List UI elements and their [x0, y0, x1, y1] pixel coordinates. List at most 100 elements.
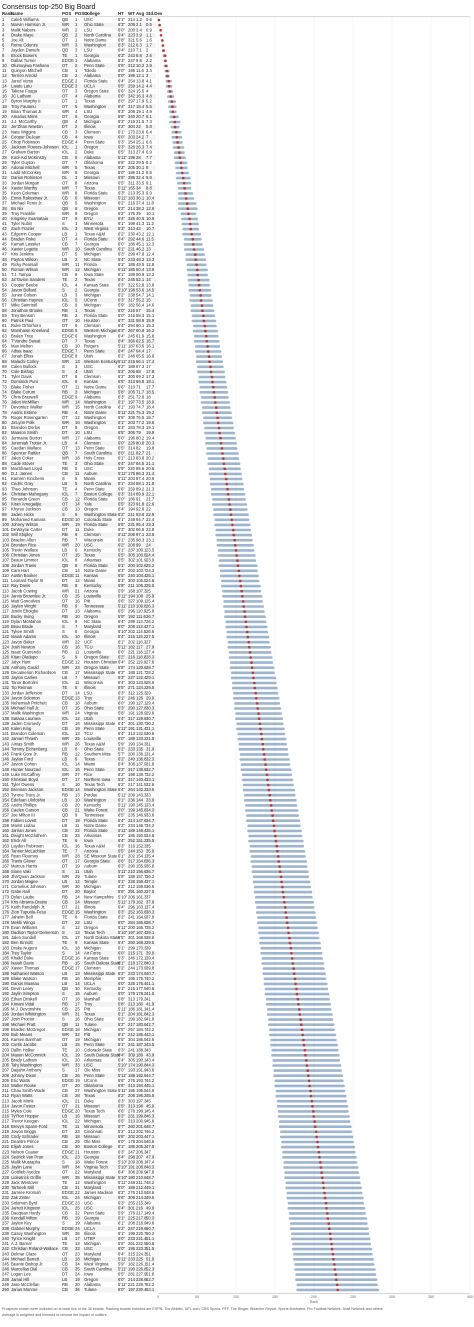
cell: 6'2" — [118, 655, 125, 660]
cell: RB — [62, 894, 68, 899]
average-dot — [250, 661, 253, 664]
cell: 41.9 — [146, 1001, 155, 1006]
cell: OT — [62, 502, 68, 507]
cell: OT — [62, 216, 68, 221]
cell: 299 — [128, 252, 136, 257]
row-stripe — [1, 1062, 156, 1069]
cell: 2 — [75, 277, 78, 282]
cell: 10 — [75, 797, 80, 802]
cell: 123 — [2, 639, 10, 644]
cell: 233 — [128, 257, 136, 262]
cell: A.J. Barner — [11, 1241, 33, 1246]
average-dot — [267, 788, 271, 792]
average-dot — [256, 707, 259, 710]
cell: 247 — [2, 1272, 10, 1277]
cell: Christian Haynes — [11, 298, 43, 303]
average-dot — [324, 1201, 328, 1205]
cell: 71 — [136, 384, 141, 389]
cell: Trey Taylor — [11, 950, 32, 955]
cell: 25.4 — [146, 599, 155, 604]
cell: 50.9 — [136, 272, 145, 277]
cell: Cooper Beebe — [11, 282, 39, 287]
cell: 208 — [128, 624, 136, 629]
average-dot — [286, 926, 290, 930]
cell: 88.1 — [136, 481, 145, 486]
cell: 86 — [2, 451, 7, 456]
cell: CB — [62, 1185, 68, 1190]
cell: Northern Iowa — [84, 777, 111, 782]
cell: 292 — [128, 236, 136, 241]
average-dot — [285, 921, 289, 924]
cell: 88 — [2, 461, 7, 466]
cell: Michael Hall Jr. — [11, 706, 39, 711]
cell: 9 — [75, 604, 78, 609]
cell: 254 — [128, 140, 136, 145]
cell: 143 — [2, 741, 10, 746]
cell: 251 — [128, 1241, 136, 1246]
average-dot — [171, 110, 175, 114]
cell: 14.2 — [136, 83, 145, 88]
cell: 1 — [75, 38, 78, 43]
cell: 136.8 — [136, 757, 147, 762]
cell: 5 — [75, 328, 78, 333]
cell: 46 — [2, 247, 7, 252]
cell: 6'4" — [118, 104, 125, 109]
cell: 12 — [75, 925, 80, 930]
cell: 137.9 — [136, 762, 147, 767]
cell: IOL — [62, 762, 69, 767]
cell: 50.2 — [146, 1231, 155, 1236]
average-dot — [187, 212, 190, 216]
cell: Maason Smith — [11, 430, 38, 435]
row-stripe — [1, 195, 156, 202]
cell: 6'2" — [118, 971, 125, 976]
average-dot — [296, 997, 300, 1001]
cell: 156 — [2, 808, 10, 813]
cell: 23.6 — [136, 129, 145, 134]
cell: 305 — [128, 1058, 136, 1063]
cell: 158 — [2, 818, 10, 823]
cell: Michigan — [84, 1027, 101, 1032]
cell: Graham Barton — [11, 150, 40, 155]
cell: 43.8 — [146, 1068, 155, 1073]
cell: Kansas State — [84, 940, 110, 945]
cell: RB — [62, 1216, 68, 1221]
row-stripe — [1, 512, 156, 518]
row-stripe — [1, 1175, 156, 1181]
cell: WR — [62, 211, 69, 216]
cell: 38.2 — [136, 206, 145, 211]
cell: USC — [84, 1205, 93, 1210]
cell: 212.4 — [136, 1185, 147, 1190]
average-dot — [297, 1008, 301, 1011]
cell: 290 — [128, 864, 136, 869]
cell: 198 — [128, 287, 136, 292]
row-stripe — [1, 257, 156, 263]
cell: Oregon — [84, 614, 99, 619]
cell: 247 — [128, 1149, 136, 1154]
cell: 6'5" — [118, 430, 125, 435]
cell: RB — [62, 313, 68, 318]
cell: WR — [62, 1231, 69, 1236]
cell: Florida State — [84, 522, 108, 527]
cell: 8 — [75, 191, 78, 196]
cell: 181 — [2, 935, 10, 940]
cell: 177.5 — [136, 986, 147, 991]
cell: Illinois — [84, 1231, 96, 1236]
cell: 11 — [75, 1022, 80, 1027]
average-dot — [206, 345, 209, 348]
cell: Ethan Driskell — [11, 996, 37, 1001]
cell: 65 — [2, 344, 7, 349]
row-stripe — [1, 63, 156, 69]
cell: 6'0" — [118, 99, 125, 104]
cell: EDGE — [62, 1027, 74, 1032]
cell: 180 — [128, 1175, 136, 1180]
cell: Cincinnati — [84, 1129, 102, 1134]
cell: 30.6 — [146, 731, 155, 736]
cell: 19 — [75, 522, 80, 527]
cell: Florida State — [84, 497, 108, 502]
cell: 310 — [128, 1119, 136, 1124]
cell: CB — [62, 129, 68, 134]
cell: Missouri — [84, 196, 100, 201]
average-dot — [273, 829, 276, 833]
cell: Javon Bullard — [11, 287, 37, 292]
cell: Arizona — [84, 588, 99, 593]
